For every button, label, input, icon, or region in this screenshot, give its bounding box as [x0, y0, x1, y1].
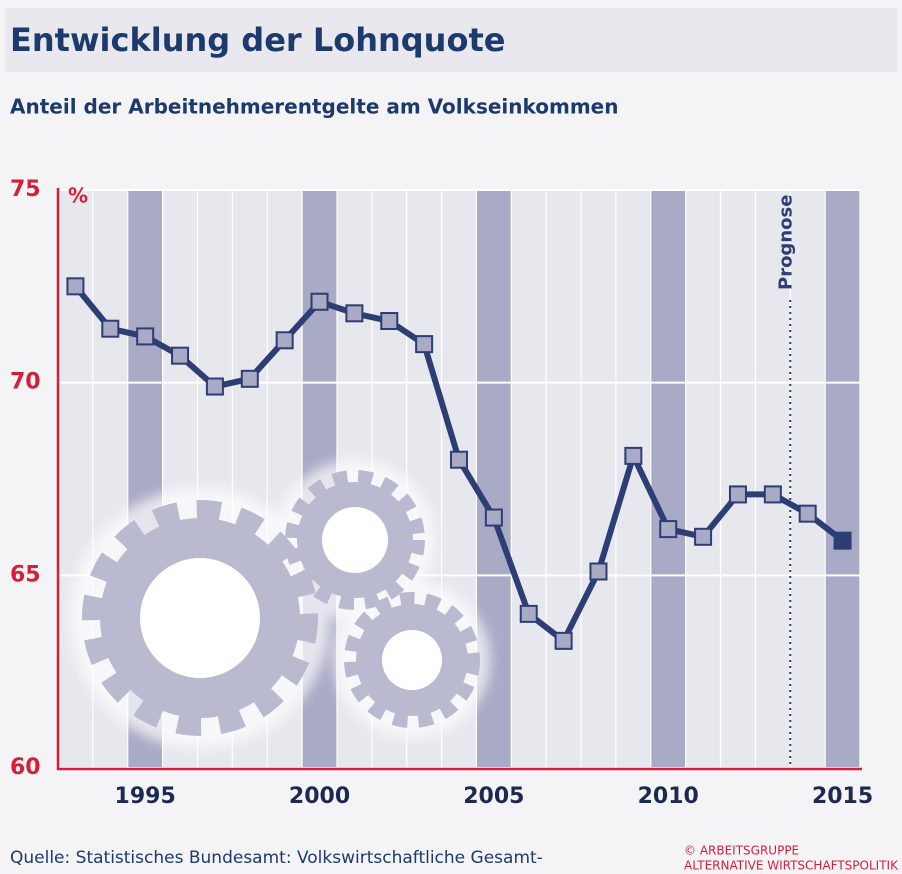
year-band	[650, 190, 686, 768]
annotation: Prognose	[775, 195, 796, 290]
data-point	[345, 304, 364, 323]
data-point	[554, 631, 573, 650]
y-tick-label: 75	[10, 177, 41, 202]
x-tick-label: 2015	[812, 784, 873, 809]
data-point	[415, 335, 434, 354]
data-point	[798, 504, 817, 523]
data-point	[240, 369, 259, 388]
gears-decoration	[70, 460, 490, 748]
copyright: © ARBEITSGRUPPE	[684, 844, 799, 858]
data-point	[450, 450, 468, 469]
data-point	[101, 319, 120, 338]
data-point	[694, 527, 713, 546]
chart-subtitle: Anteil der Arbeitnehmerentgelte am Volks…	[10, 95, 619, 119]
data-point	[728, 485, 747, 504]
series-layer	[66, 277, 852, 650]
data-point	[380, 312, 399, 331]
year-band	[825, 190, 860, 768]
data-point	[205, 377, 224, 396]
data-point	[310, 292, 329, 311]
x-tick-label: 2000	[289, 784, 350, 809]
title-bar	[5, 8, 897, 72]
y-unit: %	[68, 184, 88, 208]
source: Quelle: Statistisches Bundesamt: Volkswi…	[10, 848, 543, 868]
y-tick-label: 60	[10, 755, 41, 780]
data-point	[275, 331, 294, 350]
x-tick-label: 2005	[463, 784, 524, 809]
x-tick-label: 2010	[638, 784, 699, 809]
x-tick-label: 1995	[115, 784, 176, 809]
data-point	[66, 277, 85, 296]
data-point	[171, 346, 190, 365]
data-point	[624, 446, 643, 465]
copyright: ALTERNATIVE WIRTSCHAFTSPOLITIK	[684, 859, 899, 873]
chart-title: Entwicklung der Lohnquote	[10, 21, 505, 59]
y-tick-label: 70	[10, 370, 41, 395]
data-point	[659, 520, 678, 539]
data-point	[136, 327, 155, 346]
data-point	[589, 562, 608, 581]
data-point	[484, 508, 503, 527]
data-point	[833, 531, 852, 550]
data-point	[763, 485, 782, 504]
data-point	[519, 604, 538, 623]
y-tick-label: 65	[10, 562, 41, 587]
